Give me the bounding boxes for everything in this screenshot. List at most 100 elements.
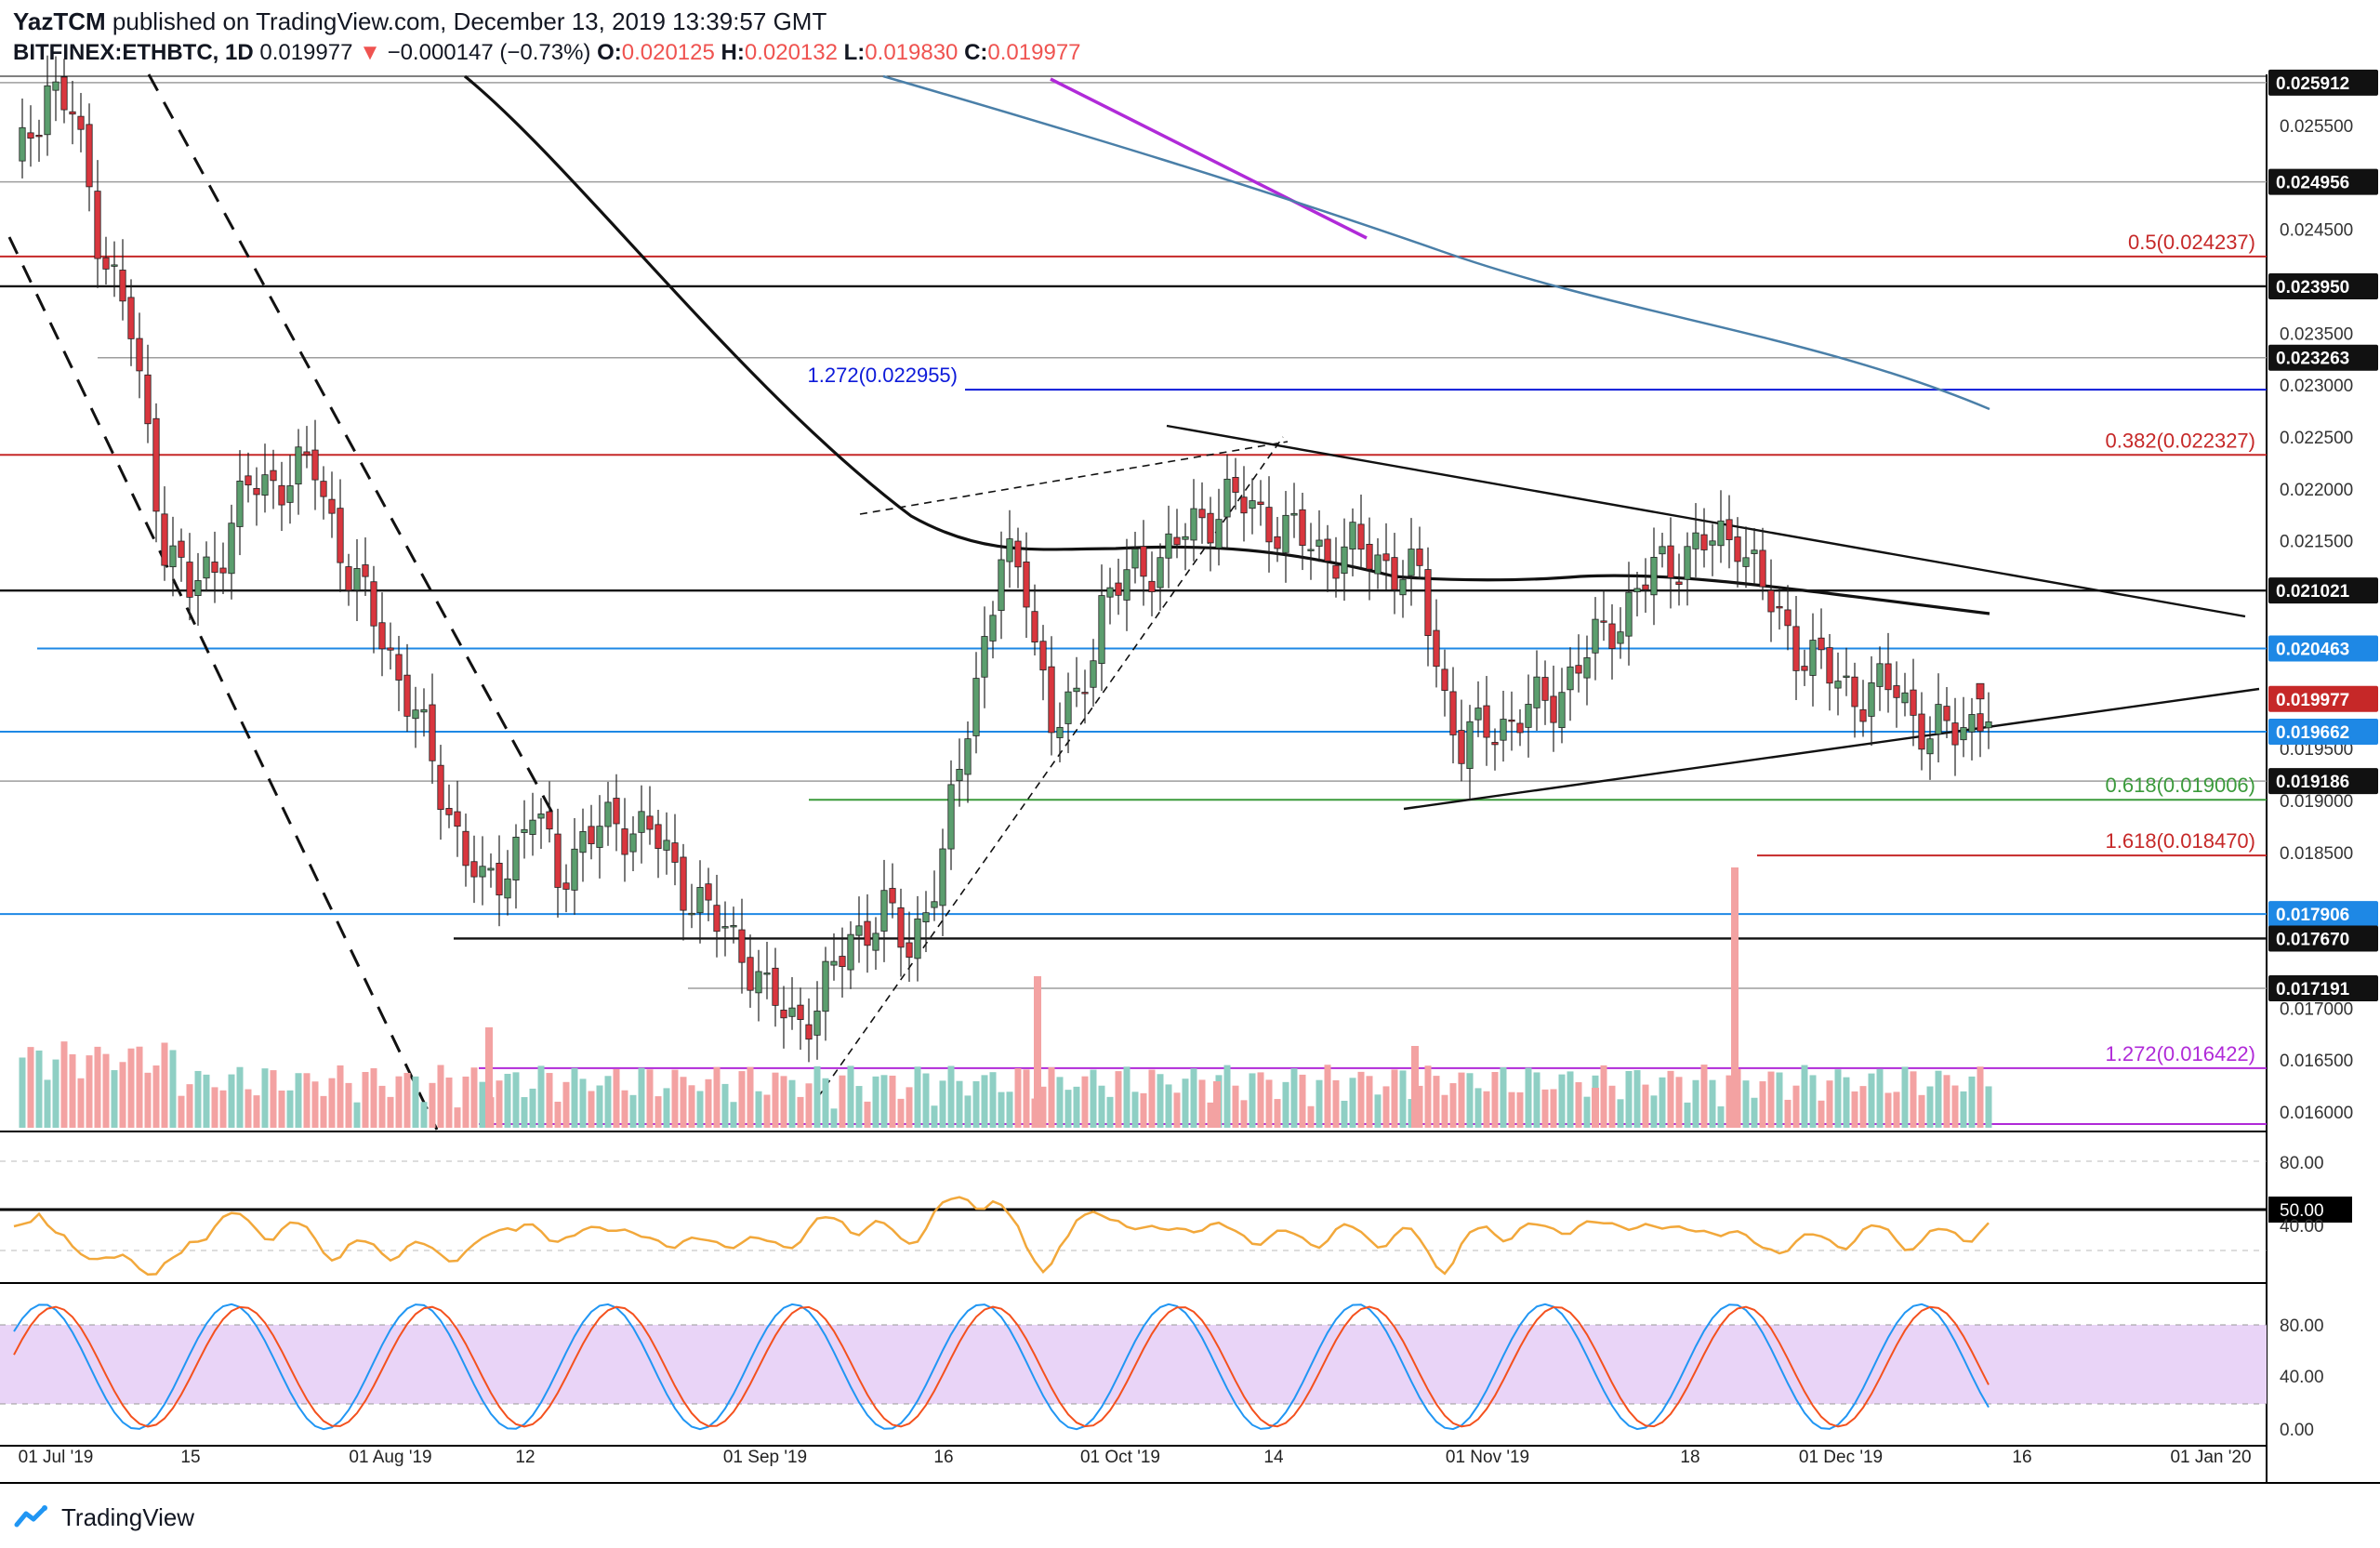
symbol-label[interactable]: BITFINEX:ETHBTC, 1D [13,40,254,65]
volume-bar [638,1067,645,1128]
author-name[interactable]: YazTCM [13,7,106,35]
candle-body [855,925,863,936]
volume-bar [496,1080,503,1128]
volume-bar [1809,1075,1817,1128]
candle-body [1876,663,1884,687]
candle-body [1558,692,1566,729]
volume-bar [1843,1077,1850,1128]
stoch-tick-label: 80.00 [2280,1316,2324,1336]
volume-bar [554,1101,562,1128]
volume-spike [1034,976,1041,1128]
candle-body [194,580,202,596]
volume-bar [94,1046,101,1128]
volume-bar [1357,1071,1365,1128]
candle-body [144,374,152,425]
volume-bar [412,1076,419,1128]
candle-body [1265,507,1273,543]
volume-bar [1541,1089,1549,1128]
volume-bar [906,1087,913,1128]
candle-body [1541,677,1549,701]
price-label-box [2268,901,2378,928]
candle-body [1608,623,1616,649]
volume-bar [437,1065,444,1128]
candle-body [588,826,595,844]
volume-bar [1115,1071,1122,1128]
price-label-box [2268,69,2378,96]
volume-bar [629,1094,637,1128]
candle-body [713,905,721,933]
candle-body [1382,553,1390,562]
volume-bar [253,1095,260,1128]
candle-body [1366,543,1373,570]
candle-body [311,449,319,481]
price-tick-label: 0.023000 [2280,377,2353,396]
volume-bar [1023,1069,1030,1128]
last-candle-body [1976,682,1985,700]
candle-body [621,828,628,855]
price-label-text: 0.023950 [2276,278,2349,298]
volume-bar [956,1080,963,1128]
candle-body [1500,719,1507,741]
volume-bar [1324,1065,1331,1128]
volume-bar [211,1087,218,1128]
time-tick-label: 01 Jul '19 [19,1448,94,1467]
price-change: −0.000147 (−0.73%) [387,40,591,65]
volume-bar [270,1070,277,1128]
candle-body [1600,620,1607,623]
candle-body [1667,545,1674,578]
candle-body [1090,660,1097,688]
candle-body [579,831,587,853]
price-tick-label: 0.017000 [2280,999,2353,1019]
volume-bar [395,1076,403,1128]
candle-body [1659,546,1666,555]
volume-bar [654,1096,662,1128]
price-label-text: 0.017670 [2276,930,2349,949]
candle-body [721,926,729,929]
dashed-support-line [817,436,1284,1098]
volume-bar [311,1081,319,1128]
volume-bar [1868,1073,1875,1128]
candle-body [1349,522,1356,549]
candle-body [1458,730,1465,764]
candle-body [1583,657,1591,679]
candle-body [228,523,235,575]
price-tick-label: 0.025500 [2280,117,2353,137]
open-value: 0.020125 [621,40,715,65]
candle-body [127,297,135,339]
candle-body [186,562,193,598]
footer-brand[interactable]: TradingView [13,1499,194,1536]
candle-body [1985,721,1992,729]
candle-body [1650,556,1658,596]
time-tick-label: 01 Aug '19 [349,1448,431,1467]
volume-bar [1935,1070,1942,1128]
volume-bar [504,1073,511,1128]
volume-bar [27,1047,34,1128]
volume-bar [420,1102,428,1128]
candle-body [872,933,879,951]
volume-bar [119,1062,126,1128]
published-text: published on TradingView.com, December 1… [112,7,827,35]
volume-bar [1826,1080,1833,1128]
price-label-box [2268,718,2378,745]
volume-bar [1374,1094,1382,1128]
volume-bar [303,1073,311,1128]
candle-body [161,513,168,566]
volume-bar [1173,1092,1181,1128]
candle-body [1307,549,1315,551]
candle-body [1282,514,1289,553]
candle-body [19,126,26,162]
price-label-box [2268,272,2378,299]
stoch-tick-label: 0.00 [2280,1421,2314,1440]
candle-body [387,647,394,651]
candle-body [429,704,436,761]
purple-trendline [1050,77,1368,240]
volume-bar [989,1072,997,1128]
price-label-text: 0.019186 [2276,773,2349,792]
volume-bar [1851,1091,1858,1128]
candle-body [1039,641,1047,671]
volume-bar [1859,1086,1867,1128]
candle-body [1809,640,1817,676]
volume-bar [1081,1076,1089,1128]
volume-bar [454,1107,461,1128]
